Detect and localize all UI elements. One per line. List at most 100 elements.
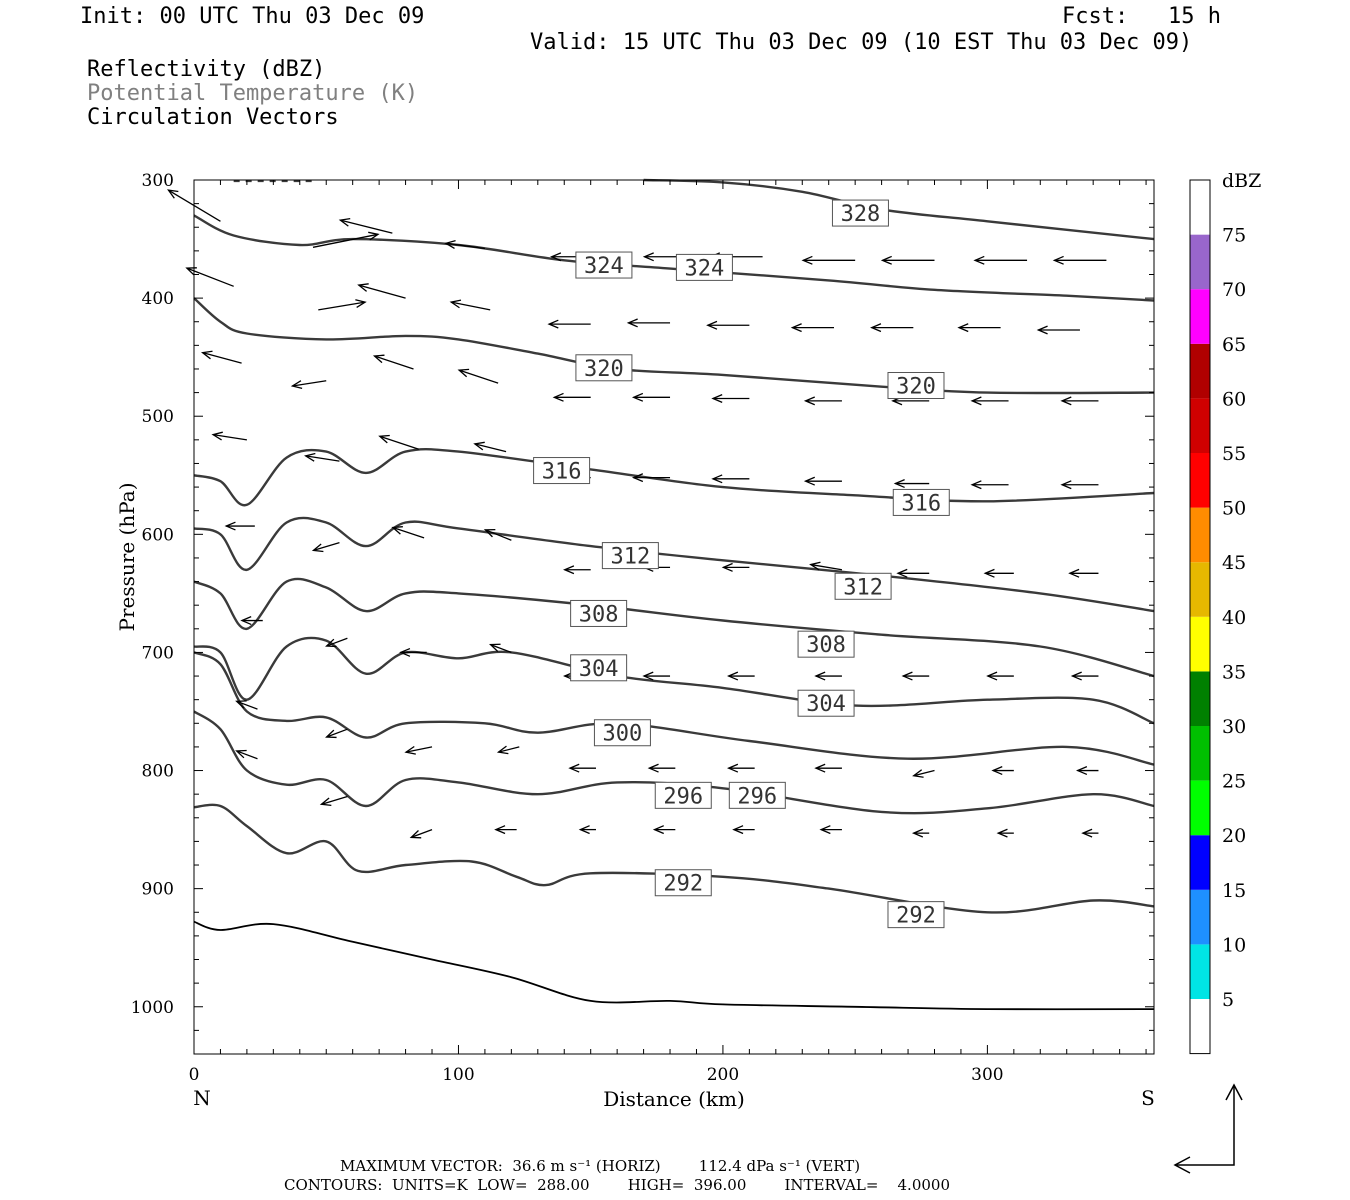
circulation-vector [319,795,348,807]
plot-border [193,179,1155,1055]
contour-label: 308 [797,630,855,658]
circulation-vector [311,541,340,553]
field-potential-temperature: Potential Temperature (K) [87,81,419,106]
contour-label: 316 [533,457,591,485]
circulation-vector [957,323,1001,333]
contour-label: 292 [887,901,945,929]
circulation-vector [338,217,393,234]
contour-label: 312 [834,572,892,600]
circulation-vector [814,671,842,681]
contour-324 [193,214,1155,302]
circulation-vector [991,766,1014,776]
circulation-vector [1060,480,1099,490]
contour-label: 300 [593,719,651,747]
x-axis-title: Distance (km) [603,1087,745,1111]
circulation-vector [457,368,499,384]
colorbar-level-label: 35 [1222,661,1246,683]
circulation-vector [494,825,517,835]
circulation-vector [790,323,834,333]
contour-label: 324 [675,253,733,281]
colorbar-swatch [1190,889,1210,945]
circulation-vector [240,616,263,626]
circulation-vector [801,255,856,265]
plot-frame [193,179,1155,1055]
contour-300 [193,651,1155,766]
colorbar-level-label: 5 [1222,989,1234,1011]
contour-label: 296 [728,781,786,809]
circulation-vector [814,763,842,773]
contour-label: 296 [654,781,712,809]
circulation-vector [732,825,755,835]
circulation-vector [568,763,596,773]
y-tick-label: 800 [142,762,174,782]
circulation-vector [552,392,591,402]
max-vector-text: MAXIMUM VECTOR: 36.6 m s⁻¹ (HORIZ) 112.4… [340,1157,861,1175]
colorbar-swatch [1190,562,1210,617]
circulation-vectors [167,189,1107,839]
circulation-vector [304,452,340,462]
contour-label: 328 [831,199,889,227]
circulation-vector [547,319,591,329]
circulation-vector [986,671,1014,681]
circulation-vector [626,318,671,328]
x-tick-label: 0 [189,1065,200,1085]
contour-label-text: 316 [542,460,582,485]
circulation-vector [983,568,1014,578]
valid-time: Valid: 15 UTC Thu 03 Dec 09 (10 EST Thu … [530,30,1193,55]
circulation-vector [1068,568,1099,578]
colorbar-swatch [1190,234,1210,290]
circulation-vector [235,749,258,760]
y-tick-label: 400 [142,289,174,309]
contour-label-text: 320 [584,357,624,382]
circulation-vector [1060,396,1099,406]
circulation-vector [973,255,1028,265]
colorbar-level-label: 50 [1222,498,1246,520]
colorbar-level-label: 70 [1222,279,1246,301]
x-tick-label: 300 [971,1065,1003,1085]
circulation-vector [631,473,671,483]
colorbar-level-label: 65 [1222,334,1246,356]
y-axis-title: Pressure (hPa) [115,483,139,632]
colorbar-swatch [1190,780,1210,836]
colorbar-swatch [1190,835,1210,890]
x-tick-label: 200 [707,1065,739,1085]
colorbar-swatch [1190,671,1210,726]
contour-296 [193,710,1155,815]
colorbar-level-label: 25 [1222,771,1246,793]
contour-316 [193,448,1155,507]
contour-328 [643,178,1155,241]
y-tick-label: 900 [142,880,174,900]
circulation-vector [652,825,676,835]
circulation-vector [711,394,750,403]
contour-label-text: 312 [610,545,650,570]
circulation-vector [819,825,842,835]
circulation-vector [357,283,406,299]
circulation-vector [896,568,930,578]
circulation-vector [325,728,348,739]
circulation-vector [391,526,425,539]
circulation-vector [399,647,427,657]
circulation-vector [224,521,255,531]
circulation-vector [803,476,842,486]
contour-label: 304 [797,689,855,717]
circulation-vector [378,434,419,450]
contour-label-text: 296 [737,784,777,809]
colorbar-swatch [1190,616,1210,672]
circulation-vector [563,565,591,575]
circulation-vector [706,320,750,330]
contour-308 [193,577,1155,678]
circulation-vector [449,299,491,311]
circulation-vector [970,396,1009,406]
circulation-vector [642,671,671,681]
circulation-vector [911,828,930,838]
circulation-vector [880,255,935,265]
contour-label-text: 328 [841,202,881,227]
circulation-vector [1075,766,1099,776]
contour-label-text: 308 [579,602,619,627]
colorbar-level-label: 75 [1222,225,1246,247]
contour-label-text: 292 [896,904,936,929]
colorbar-level-label: 20 [1222,825,1246,847]
contour-label-text: 308 [806,633,846,658]
y-tick-label: 1000 [131,998,174,1018]
circulation-vector [1036,325,1080,335]
